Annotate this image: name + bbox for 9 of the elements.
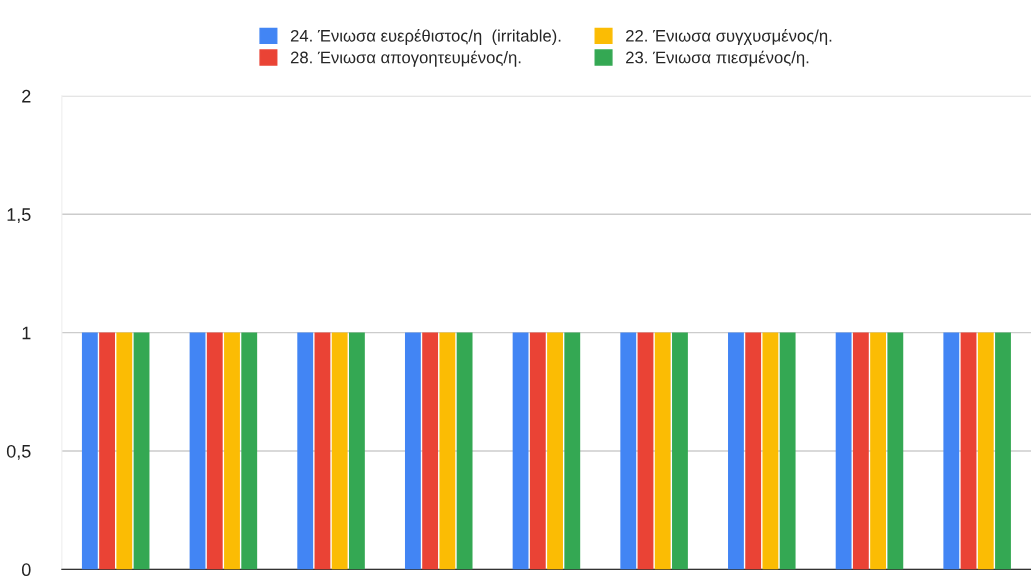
legend-label: 24. Ένιωσα ευερέθιστος/η (irritable).: [290, 29, 561, 46]
legend-label: 23. Ένιωσα πιεσμένος/η.: [626, 50, 809, 67]
y-tick-label: 0,5: [6, 444, 31, 460]
y-tick-label: 1: [22, 326, 31, 340]
legend-label: 22. Ένιωσα συγχυσμένος/η.: [626, 29, 832, 46]
y-tick-label: 1,5: [7, 208, 31, 224]
legend-label: 28. Ένιωσα απογοητευμένος/η.: [290, 50, 521, 67]
y-tick-label: 2: [22, 89, 31, 103]
y-tick-label: 0: [21, 563, 31, 577]
